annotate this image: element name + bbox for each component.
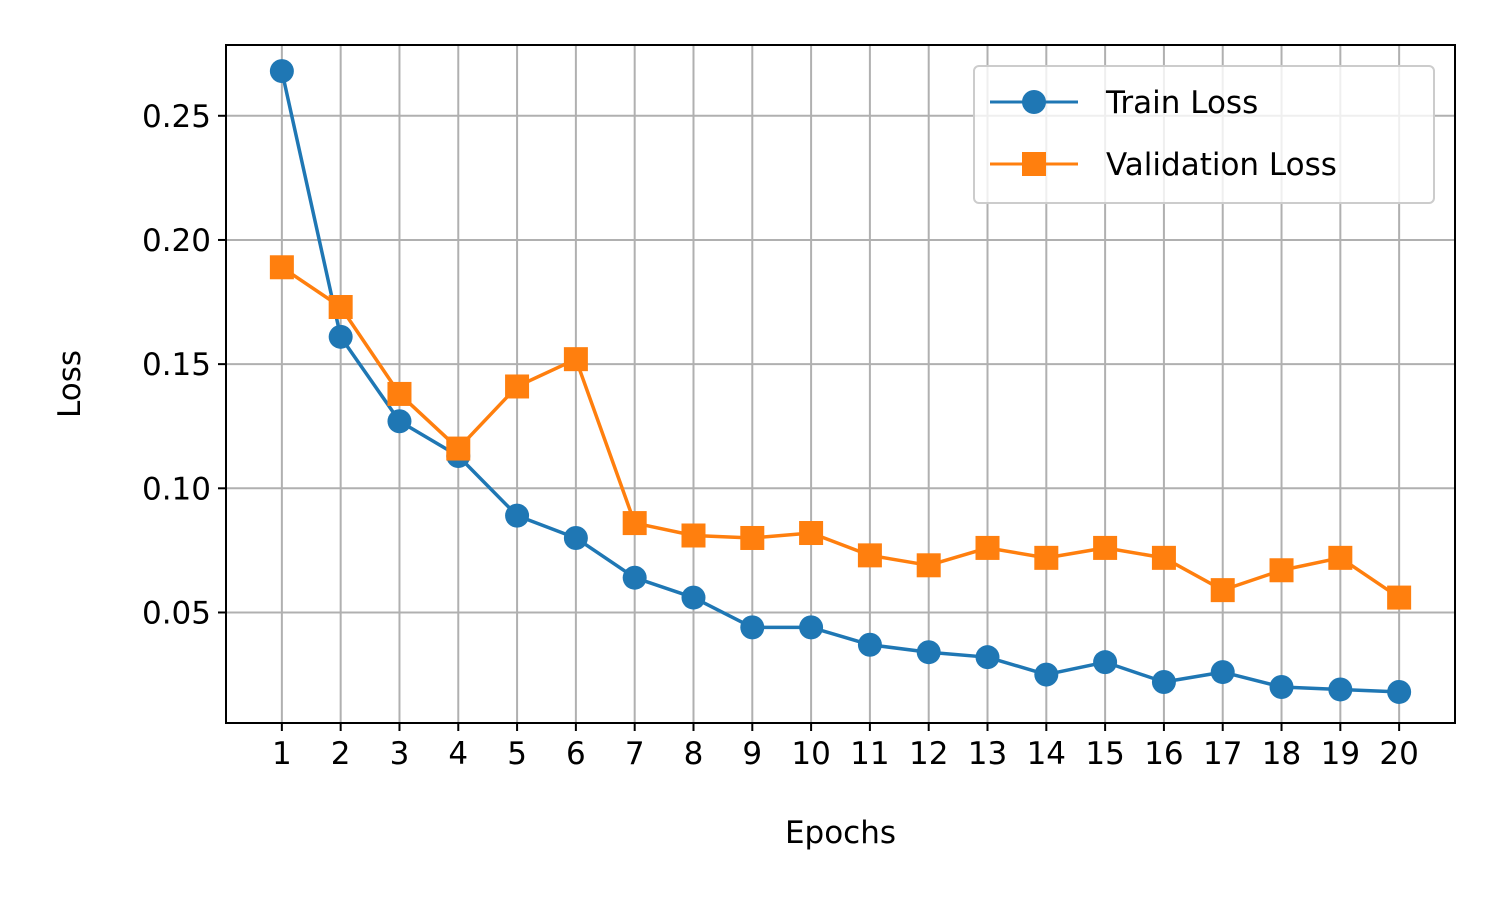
x-tick-label: 6	[566, 736, 586, 772]
data-point-train-loss	[1269, 674, 1294, 699]
data-point-train-loss	[328, 324, 353, 349]
data-point-train-loss	[916, 640, 941, 665]
legend-box	[973, 65, 1435, 204]
x-tick-label: 4	[448, 736, 468, 772]
data-point-train-loss	[622, 565, 647, 590]
data-point-train-loss	[975, 645, 1000, 670]
x-tick-label: 19	[1321, 736, 1360, 772]
data-point-train-loss	[1093, 650, 1118, 675]
x-tick-label: 20	[1379, 736, 1418, 772]
data-point-validation-loss	[1034, 545, 1059, 570]
data-point-validation-loss	[975, 535, 1000, 560]
data-point-train-loss	[1387, 679, 1412, 704]
data-point-train-loss	[740, 615, 765, 640]
y-tick-label: 0.05	[142, 595, 211, 631]
data-point-validation-loss	[740, 525, 765, 550]
data-point-validation-loss	[387, 381, 412, 406]
data-point-train-loss	[681, 585, 706, 610]
data-point-validation-loss	[1269, 558, 1294, 583]
data-point-validation-loss	[328, 295, 353, 320]
x-tick-label: 14	[1027, 736, 1066, 772]
x-tick-label: 2	[331, 736, 351, 772]
x-tick-label: 7	[625, 736, 645, 772]
legend-label-train-loss: Train Loss	[1105, 85, 1258, 121]
data-point-train-loss	[1034, 662, 1059, 687]
x-tick-label: 3	[390, 736, 410, 772]
y-tick-label: 0.15	[142, 347, 211, 383]
x-tick-label: 10	[791, 736, 830, 772]
plot-frame	[225, 44, 1456, 724]
data-point-validation-loss	[1093, 535, 1118, 560]
data-point-validation-loss	[1387, 585, 1412, 610]
legend-marker-train-loss	[1022, 90, 1046, 114]
data-point-train-loss	[269, 59, 294, 84]
data-point-validation-loss	[563, 347, 588, 372]
data-point-validation-loss	[269, 255, 294, 280]
y-axis-label: Loss	[52, 350, 88, 418]
y-tick-label: 0.20	[142, 223, 211, 259]
x-tick-label: 15	[1085, 736, 1124, 772]
data-point-train-loss	[563, 525, 588, 550]
data-point-validation-loss	[1328, 545, 1353, 570]
series-layer	[269, 59, 1412, 704]
ticks: 1 2 3 4 5 6 7 8 9 10 11 12 13 14 15 16 17 18 19 200.050.100…	[142, 99, 1419, 772]
x-tick-label: 5	[507, 736, 527, 772]
x-tick-label: 17	[1203, 736, 1242, 772]
data-point-validation-loss	[505, 374, 530, 399]
data-point-train-loss	[387, 409, 412, 434]
x-axis-label: Epochs	[785, 815, 896, 851]
data-point-validation-loss	[681, 523, 706, 548]
legend-marker-validation-loss	[1022, 152, 1046, 176]
data-point-validation-loss	[799, 521, 824, 546]
x-tick-label: 11	[850, 736, 889, 772]
data-point-train-loss	[1151, 670, 1176, 695]
x-tick-label: 9	[742, 736, 762, 772]
x-tick-label: 18	[1262, 736, 1301, 772]
data-point-validation-loss	[1210, 578, 1235, 603]
legend-item-train-loss: Train Loss	[990, 85, 1258, 121]
x-tick-label: 12	[909, 736, 948, 772]
y-tick-label: 0.10	[142, 471, 211, 507]
data-point-validation-loss	[857, 543, 882, 568]
series-line-validation-loss	[280, 265, 1401, 600]
data-point-train-loss	[1210, 660, 1235, 685]
x-tick-label: 16	[1144, 736, 1183, 772]
legend-item-validation-loss: Validation Loss	[990, 147, 1337, 183]
x-tick-label: 8	[684, 736, 704, 772]
x-tick-label: 13	[968, 736, 1007, 772]
data-point-validation-loss	[1151, 545, 1176, 570]
data-point-train-loss	[799, 615, 824, 640]
data-point-train-loss	[1328, 677, 1353, 702]
grid	[226, 45, 1455, 723]
data-point-validation-loss	[916, 553, 941, 578]
data-point-train-loss	[505, 503, 530, 528]
legend: Train Loss Validation Loss	[973, 65, 1435, 204]
legend-label-validation-loss: Validation Loss	[1106, 147, 1337, 183]
data-point-validation-loss	[446, 436, 471, 461]
y-tick-label: 0.25	[142, 99, 211, 135]
x-tick-label: 1	[272, 736, 292, 772]
data-point-validation-loss	[622, 511, 647, 536]
data-point-train-loss	[857, 632, 882, 657]
